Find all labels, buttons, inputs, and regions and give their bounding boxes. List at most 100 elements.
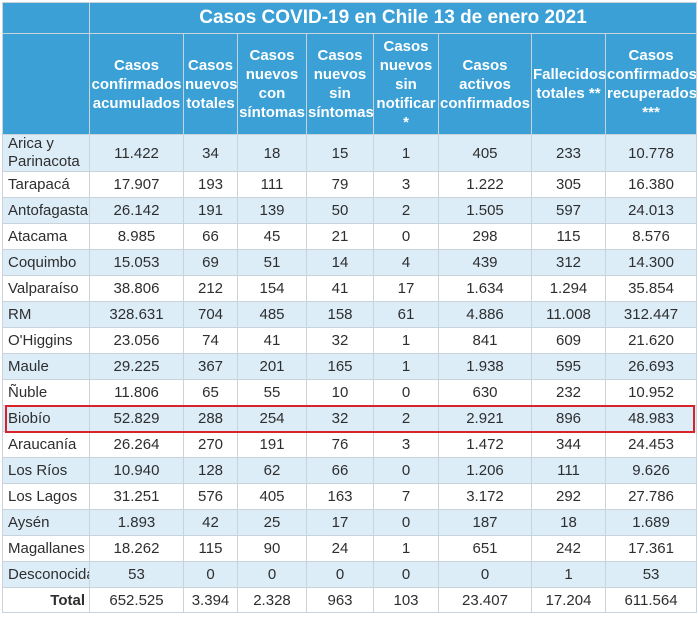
cell-value: 7 (373, 483, 439, 510)
cell-value: 76 (306, 431, 374, 458)
header-fallecidos-totales: Fallecidos totales ** (531, 33, 606, 135)
cell-value: 1.472 (438, 431, 532, 458)
header-casos-nuevos-sin-sintomas: Casos nuevos sin síntomas (306, 33, 374, 135)
cell-value: 193 (183, 171, 238, 198)
cell-value: 191 (237, 431, 307, 458)
cell-value: 270 (183, 431, 238, 458)
table-row: O'Higgins 23.056 74 41 32 1 841 609 21.620 (2, 327, 698, 354)
cell-value: 10.940 (89, 457, 184, 484)
cell-value: 232 (531, 379, 606, 406)
cell-value: 17.361 (604, 535, 698, 562)
cell-value: 0 (373, 509, 439, 536)
cell-value: 25 (237, 509, 307, 536)
cell-value: 1.689 (604, 509, 698, 536)
table-row: Coquimbo 15.053 69 51 14 4 439 312 14.300 (2, 249, 698, 276)
region-name: Los Lagos (2, 483, 90, 510)
cell-value: 41 (237, 327, 307, 354)
region-name: Ñuble (2, 379, 90, 406)
cell-value: 1 (373, 134, 439, 172)
table-row: Arica y Parinacota 11.422 34 18 15 1 405 233 10.… (2, 134, 698, 172)
cell-value: 1.222 (438, 171, 532, 198)
table-row: Antofagasta 26.142 191 139 50 2 1.505 597 24.013 (2, 197, 698, 224)
cell-value: 45 (237, 223, 307, 250)
cell-value: 651 (438, 535, 532, 562)
cell-value: 8.576 (604, 223, 698, 250)
total-value: 17.204 (531, 587, 606, 613)
cell-value: 405 (237, 483, 307, 510)
cell-value: 2.921 (438, 405, 532, 432)
cell-value: 0 (373, 379, 439, 406)
cell-value: 1 (531, 561, 606, 588)
region-name: O'Higgins (2, 327, 90, 354)
cell-value: 34 (183, 134, 238, 172)
cell-value: 18.262 (89, 535, 184, 562)
cell-value: 1.505 (438, 197, 532, 224)
cell-value: 191 (183, 197, 238, 224)
total-value: 23.407 (438, 587, 532, 613)
header-casos-confirmados-recuperados: Casos confirmados recuperados *** (604, 33, 698, 135)
cell-value: 69 (183, 249, 238, 276)
region-name: Los Ríos (2, 457, 90, 484)
cell-value: 3.172 (438, 483, 532, 510)
region-name: Coquimbo (2, 249, 90, 276)
cell-value: 15 (306, 134, 374, 172)
cell-value: 630 (438, 379, 532, 406)
cell-value: 65 (183, 379, 238, 406)
cell-value: 201 (237, 353, 307, 380)
cell-value: 10.952 (604, 379, 698, 406)
region-name: RM (2, 301, 90, 328)
cell-value: 11.806 (89, 379, 184, 406)
cell-value: 4.886 (438, 301, 532, 328)
cell-value: 0 (373, 223, 439, 250)
cell-value: 367 (183, 353, 238, 380)
table-row: Araucanía 26.264 270 191 76 3 1.472 344 24.453 (2, 431, 698, 458)
table-row: Ñuble 11.806 65 55 10 0 630 232 10.952 (2, 379, 698, 406)
cell-value: 576 (183, 483, 238, 510)
cell-value: 23.056 (89, 327, 184, 354)
cell-value: 254 (237, 405, 307, 432)
cell-value: 1 (373, 535, 439, 562)
cell-value: 15.053 (89, 249, 184, 276)
cell-value: 31.251 (89, 483, 184, 510)
cell-value: 52.829 (89, 405, 184, 432)
title-corner-cell (2, 2, 90, 34)
cell-value: 0 (183, 561, 238, 588)
region-name: Magallanes (2, 535, 90, 562)
table-row: RM 328.631 704 485 158 61 4.886 11.008 312.447 (2, 301, 698, 328)
region-name: Maule (2, 353, 90, 380)
cell-value: 17 (373, 275, 439, 302)
cell-value: 115 (531, 223, 606, 250)
cell-value: 3 (373, 431, 439, 458)
total-value: 103 (373, 587, 439, 613)
table-row: Los Lagos 31.251 576 405 163 7 3.172 292 27.786 (2, 483, 698, 510)
cell-value: 66 (306, 457, 374, 484)
cell-value: 55 (237, 379, 307, 406)
cell-value: 51 (237, 249, 307, 276)
cell-value: 163 (306, 483, 374, 510)
cell-value: 53 (89, 561, 184, 588)
header-casos-confirmados-acumulados: Casos confirmados acumulados (89, 33, 184, 135)
cell-value: 4 (373, 249, 439, 276)
cell-value: 115 (183, 535, 238, 562)
cell-value: 79 (306, 171, 374, 198)
cell-value: 35.854 (604, 275, 698, 302)
cell-value: 10.778 (604, 134, 698, 172)
header-row: Casos confirmados acumulados Casos nuevo… (2, 33, 698, 135)
cell-value: 312.447 (604, 301, 698, 328)
cell-value: 26.142 (89, 197, 184, 224)
cell-value: 312 (531, 249, 606, 276)
region-name: Tarapacá (2, 171, 90, 198)
cell-value: 29.225 (89, 353, 184, 380)
cell-value: 14.300 (604, 249, 698, 276)
covid-table-container: Casos COVID-19 en Chile 13 de enero 2021… (2, 2, 698, 613)
cell-value: 24.453 (604, 431, 698, 458)
cell-value: 485 (237, 301, 307, 328)
cell-value: 66 (183, 223, 238, 250)
cell-value: 0 (438, 561, 532, 588)
cell-value: 0 (306, 561, 374, 588)
total-value: 652.525 (89, 587, 184, 613)
header-casos-nuevos-totales: Casos nuevos totales (183, 33, 238, 135)
region-name: Araucanía (2, 431, 90, 458)
table-body: Arica y Parinacota 11.422 34 18 15 1 405 233 10.… (2, 134, 698, 588)
total-label: Total (2, 587, 90, 613)
